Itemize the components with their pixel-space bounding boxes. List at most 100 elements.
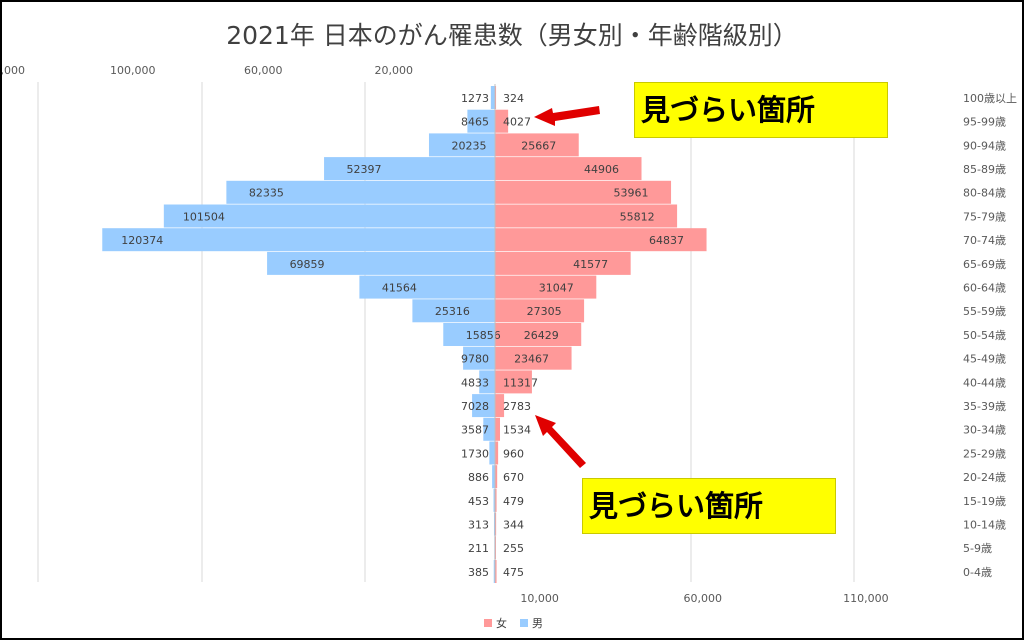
data-label-male: 453 — [468, 495, 489, 508]
bar-female — [495, 180, 672, 204]
top-axis-tick-label: 60,000 — [244, 64, 283, 77]
data-label-female: 670 — [503, 471, 524, 484]
data-label-female: 44906 — [584, 163, 619, 176]
data-label-female: 1534 — [503, 424, 531, 437]
arrow-bottom-icon — [535, 415, 586, 468]
data-label-female: 25667 — [521, 139, 556, 152]
bar-male — [467, 109, 495, 133]
data-label-male: 7028 — [461, 400, 489, 413]
bar-female — [495, 346, 572, 370]
legend-label-female: 女 — [496, 616, 507, 630]
data-label-male: 52397 — [347, 163, 382, 176]
category-label: 60-64歳 — [963, 281, 1006, 294]
data-label-male: 15856 — [466, 329, 501, 342]
bar-male — [490, 86, 495, 109]
category-label: 40-44歳 — [963, 376, 1006, 389]
bar-male — [479, 370, 495, 394]
category-label: 5-9歳 — [963, 542, 992, 555]
bar-female — [495, 512, 497, 536]
bar-female — [495, 109, 509, 133]
data-label-female: 23467 — [514, 353, 549, 366]
data-label-male: 120374 — [121, 234, 163, 247]
data-label-male: 8465 — [461, 116, 489, 129]
bar-male — [493, 512, 495, 536]
bar-female — [495, 323, 582, 346]
bar-female — [495, 441, 499, 465]
category-label: 15-19歳 — [963, 495, 1006, 508]
bar-male — [102, 228, 496, 252]
category-label: 20-24歳 — [963, 471, 1006, 484]
data-label-male: 385 — [468, 566, 489, 579]
bar-male — [428, 133, 495, 157]
bar-female — [495, 560, 497, 583]
bar-male — [492, 465, 495, 489]
data-label-female: 53961 — [614, 187, 649, 200]
bar-female — [495, 275, 597, 299]
data-label-female: 2783 — [503, 400, 531, 413]
data-label-male: 1730 — [461, 447, 489, 460]
bottom-axis-tick-label: 60,000 — [684, 592, 723, 605]
bar-female — [495, 204, 678, 228]
bottom-axis-tick-label: 110,000 — [843, 592, 889, 605]
data-label-male: 211 — [468, 542, 489, 555]
data-label-female: 31047 — [539, 281, 574, 294]
bar-female — [495, 488, 497, 512]
bar-female — [495, 86, 497, 109]
data-label-male: 313 — [468, 518, 489, 531]
bottom-axis-tick-label: 10,000 — [520, 592, 559, 605]
data-label-female: 475 — [503, 566, 524, 579]
data-label-female: 4027 — [503, 116, 531, 129]
data-label-male: 1273 — [461, 92, 489, 105]
bar-male — [267, 251, 495, 275]
top-axis-tick-label: 100,000 — [110, 64, 156, 77]
bar-female — [495, 251, 631, 275]
category-label: 30-34歳 — [963, 424, 1006, 437]
bar-male — [443, 323, 495, 346]
bar-female — [495, 370, 532, 394]
category-label: 75-79歳 — [963, 210, 1006, 223]
data-label-female: 479 — [503, 495, 524, 508]
bar-male — [359, 275, 495, 299]
category-label: 10-14歳 — [963, 518, 1006, 531]
bar-male — [463, 346, 495, 370]
data-label-male: 9780 — [461, 353, 489, 366]
top-axis-tick-label: 20,000 — [374, 64, 413, 77]
bar-male — [324, 157, 495, 181]
data-label-female: 64837 — [649, 234, 684, 247]
bar-male — [412, 299, 495, 323]
bar-female — [495, 299, 585, 323]
bar-male — [163, 204, 495, 228]
annotation-box-bottom: 見づらい箇所 — [582, 478, 836, 534]
category-label: 100歳以上 — [963, 92, 1017, 105]
bar-female — [495, 133, 579, 157]
category-label: 0-4歳 — [963, 566, 992, 579]
category-label: 25-29歳 — [963, 447, 1006, 460]
data-label-female: 27305 — [527, 305, 562, 318]
data-label-female: 255 — [503, 542, 524, 555]
data-label-male: 69859 — [290, 258, 325, 271]
data-label-male: 886 — [468, 471, 489, 484]
legend-swatch-male — [520, 619, 528, 627]
chart-title: 2021年 日本のがん罹患数（男女別・年齢階級別） — [226, 21, 798, 50]
data-label-female: 324 — [503, 92, 524, 105]
data-label-female: 41577 — [573, 258, 608, 271]
top-axis-tick-label: 140,000 — [2, 64, 25, 77]
data-label-female: 26429 — [524, 329, 559, 342]
category-label: 50-54歳 — [963, 329, 1006, 342]
bar-female — [495, 228, 707, 252]
data-label-male: 20235 — [451, 139, 486, 152]
category-label: 35-39歳 — [963, 400, 1006, 413]
data-label-male: 101504 — [183, 210, 225, 223]
annotation-box-top: 見づらい箇所 — [634, 82, 888, 138]
legend-swatch-female — [484, 619, 492, 627]
bar-male — [226, 180, 496, 204]
bar-male — [493, 560, 495, 583]
bar-female — [495, 417, 501, 441]
data-label-male: 82335 — [249, 187, 284, 200]
bar-male — [472, 394, 495, 418]
bar-male — [483, 417, 495, 441]
data-label-female: 55812 — [620, 210, 655, 223]
data-label-male: 3587 — [461, 424, 489, 437]
